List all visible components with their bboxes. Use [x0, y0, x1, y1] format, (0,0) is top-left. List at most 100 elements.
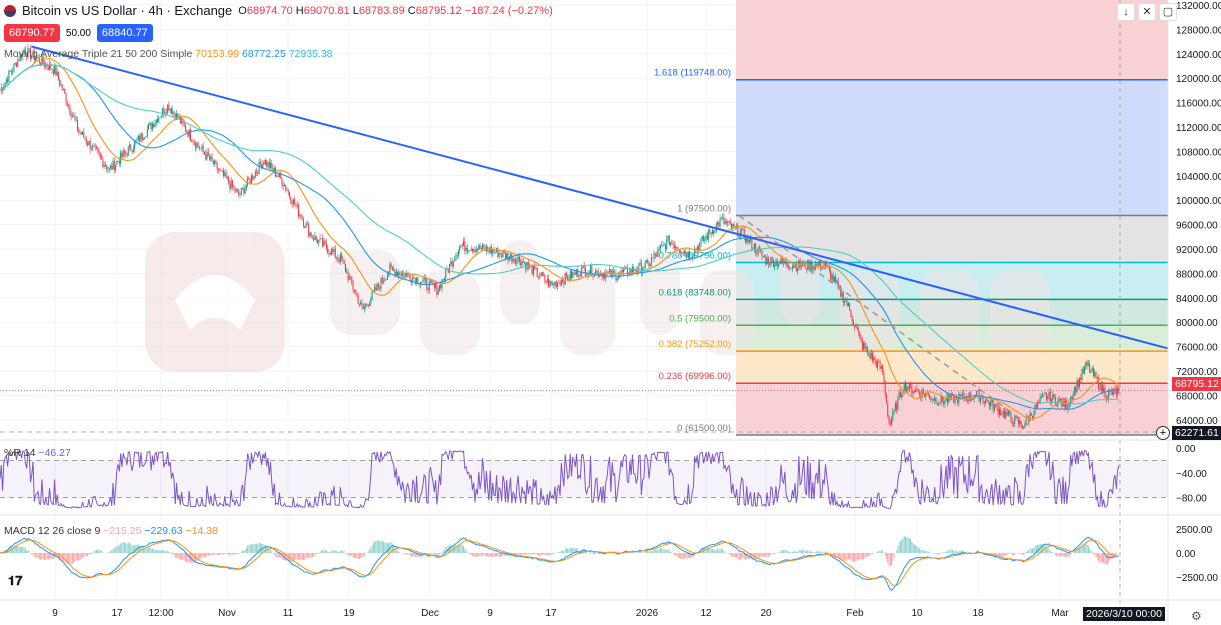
macd-histogram-bar [56, 553, 58, 558]
candle-body [887, 402, 889, 416]
candle-body [1048, 391, 1050, 397]
macd-histogram-bar [761, 553, 763, 557]
macd-histogram-bar [74, 553, 76, 562]
candle-body [954, 396, 956, 404]
macd-histogram-bar [816, 551, 818, 553]
macd-histogram-bar [439, 553, 440, 555]
candle-body [80, 132, 82, 135]
settings-icon[interactable]: ⚙ [1191, 609, 1202, 623]
candle-body [1059, 398, 1061, 401]
candle-body [921, 390, 923, 398]
macd-histogram-bar [788, 551, 790, 553]
candle-body [162, 108, 164, 116]
macd-histogram-bar [595, 553, 597, 554]
macd-histogram-bar [666, 549, 668, 553]
candle-body [545, 280, 547, 283]
macd-histogram-bar [586, 552, 588, 553]
candle-body [647, 260, 649, 262]
macd-histogram-bar [670, 551, 671, 553]
macd-histogram-bar [300, 553, 302, 561]
candle-body [154, 123, 156, 128]
macd-histogram-bar [710, 548, 712, 553]
macd-histogram-bar [1020, 553, 1022, 555]
wr-legend[interactable]: %R 14 −46.27 [4, 447, 71, 459]
candle-body [595, 271, 597, 275]
symbol-title[interactable]: Bitcoin vs US Dollar · 4h · Exchange [22, 3, 233, 18]
macd-histogram-bar [740, 553, 741, 560]
macd-histogram-bar [88, 553, 90, 555]
macd-histogram-bar [811, 551, 812, 553]
macd-histogram-bar [893, 553, 895, 558]
macd-histogram-bar [651, 550, 652, 553]
candle-body [977, 390, 979, 392]
tradingview-logo[interactable]: 𝟏𝟕 [8, 573, 23, 588]
macd-histogram-bar [952, 549, 953, 553]
add-alert-icon[interactable]: + [1156, 426, 1170, 440]
macd-histogram-bar [1091, 551, 1093, 553]
candle-body [979, 397, 981, 402]
candle-body [73, 115, 75, 117]
macd-histogram-bar [1104, 553, 1106, 564]
macd-histogram-bar [879, 550, 881, 553]
candle-body [300, 214, 302, 220]
macd-histogram-bar [836, 553, 838, 558]
candle-body [438, 284, 440, 291]
candle-body [399, 272, 401, 275]
macd-histogram-bar [863, 553, 864, 559]
candle-body [814, 264, 816, 270]
macd-histogram-bar [479, 553, 481, 557]
candle-body [447, 269, 449, 273]
buy-button[interactable]: 68840.77 [96, 24, 153, 42]
collapse-icon[interactable]: ✕ [1138, 3, 1156, 21]
candle-body [76, 119, 78, 130]
candle-body [352, 283, 354, 290]
macd-histogram-bar [394, 547, 396, 553]
macd-histogram-bar [691, 553, 693, 558]
sell-button[interactable]: 68790.77 [4, 24, 60, 42]
candle-body [924, 393, 926, 398]
ma-legend[interactable]: Moving Average Triple 21 50 200 Simple 7… [4, 48, 333, 60]
candle-body [463, 241, 465, 246]
macd-histogram-bar [159, 550, 161, 553]
candle-body [560, 279, 562, 286]
macd-histogram-bar [908, 537, 910, 553]
macd-histogram-bar [284, 553, 285, 561]
candle-body [598, 275, 600, 277]
watermark-letter-shape [780, 240, 820, 325]
candle-body [780, 258, 782, 264]
candle-body [219, 169, 221, 171]
candle-body [136, 139, 138, 141]
candle-body [1062, 398, 1064, 407]
macd-histogram-bar [1112, 553, 1113, 559]
macd-histogram-bar [80, 553, 82, 560]
candle-body [379, 286, 381, 289]
candle-body [536, 267, 538, 277]
macd-histogram-bar [186, 553, 188, 563]
time-axis-label: Nov [218, 608, 236, 619]
candle-body [905, 382, 907, 392]
macd-histogram-bar [350, 553, 351, 556]
macd-histogram-bar [861, 553, 863, 561]
macd-histogram-bar [63, 553, 64, 562]
candle-body [1042, 394, 1044, 397]
macd-histogram-bar [12, 546, 14, 553]
fullscreen-icon[interactable]: ▢ [1159, 3, 1177, 21]
candle-body [233, 186, 235, 188]
macd-histogram-bar [280, 553, 282, 558]
candle-body [203, 151, 205, 155]
arrow-down-icon[interactable]: ↓ [1117, 3, 1135, 21]
macd-histogram-bar [597, 553, 599, 555]
macd-histogram-bar [85, 553, 87, 557]
macd-histogram-bar [1042, 543, 1044, 553]
candle-body [386, 274, 388, 280]
macd-legend[interactable]: MACD 12 26 close 9 −215.25 −229.63 −14.3… [4, 525, 218, 537]
macd-histogram-bar [336, 551, 337, 553]
candle-body [290, 196, 292, 203]
candle-body [681, 252, 683, 254]
candle-body [273, 168, 275, 172]
macd-histogram-bar [332, 550, 334, 553]
macd-histogram-bar [1062, 553, 1064, 556]
macd-histogram-bar [543, 553, 544, 555]
macd-histogram-bar [463, 545, 464, 553]
